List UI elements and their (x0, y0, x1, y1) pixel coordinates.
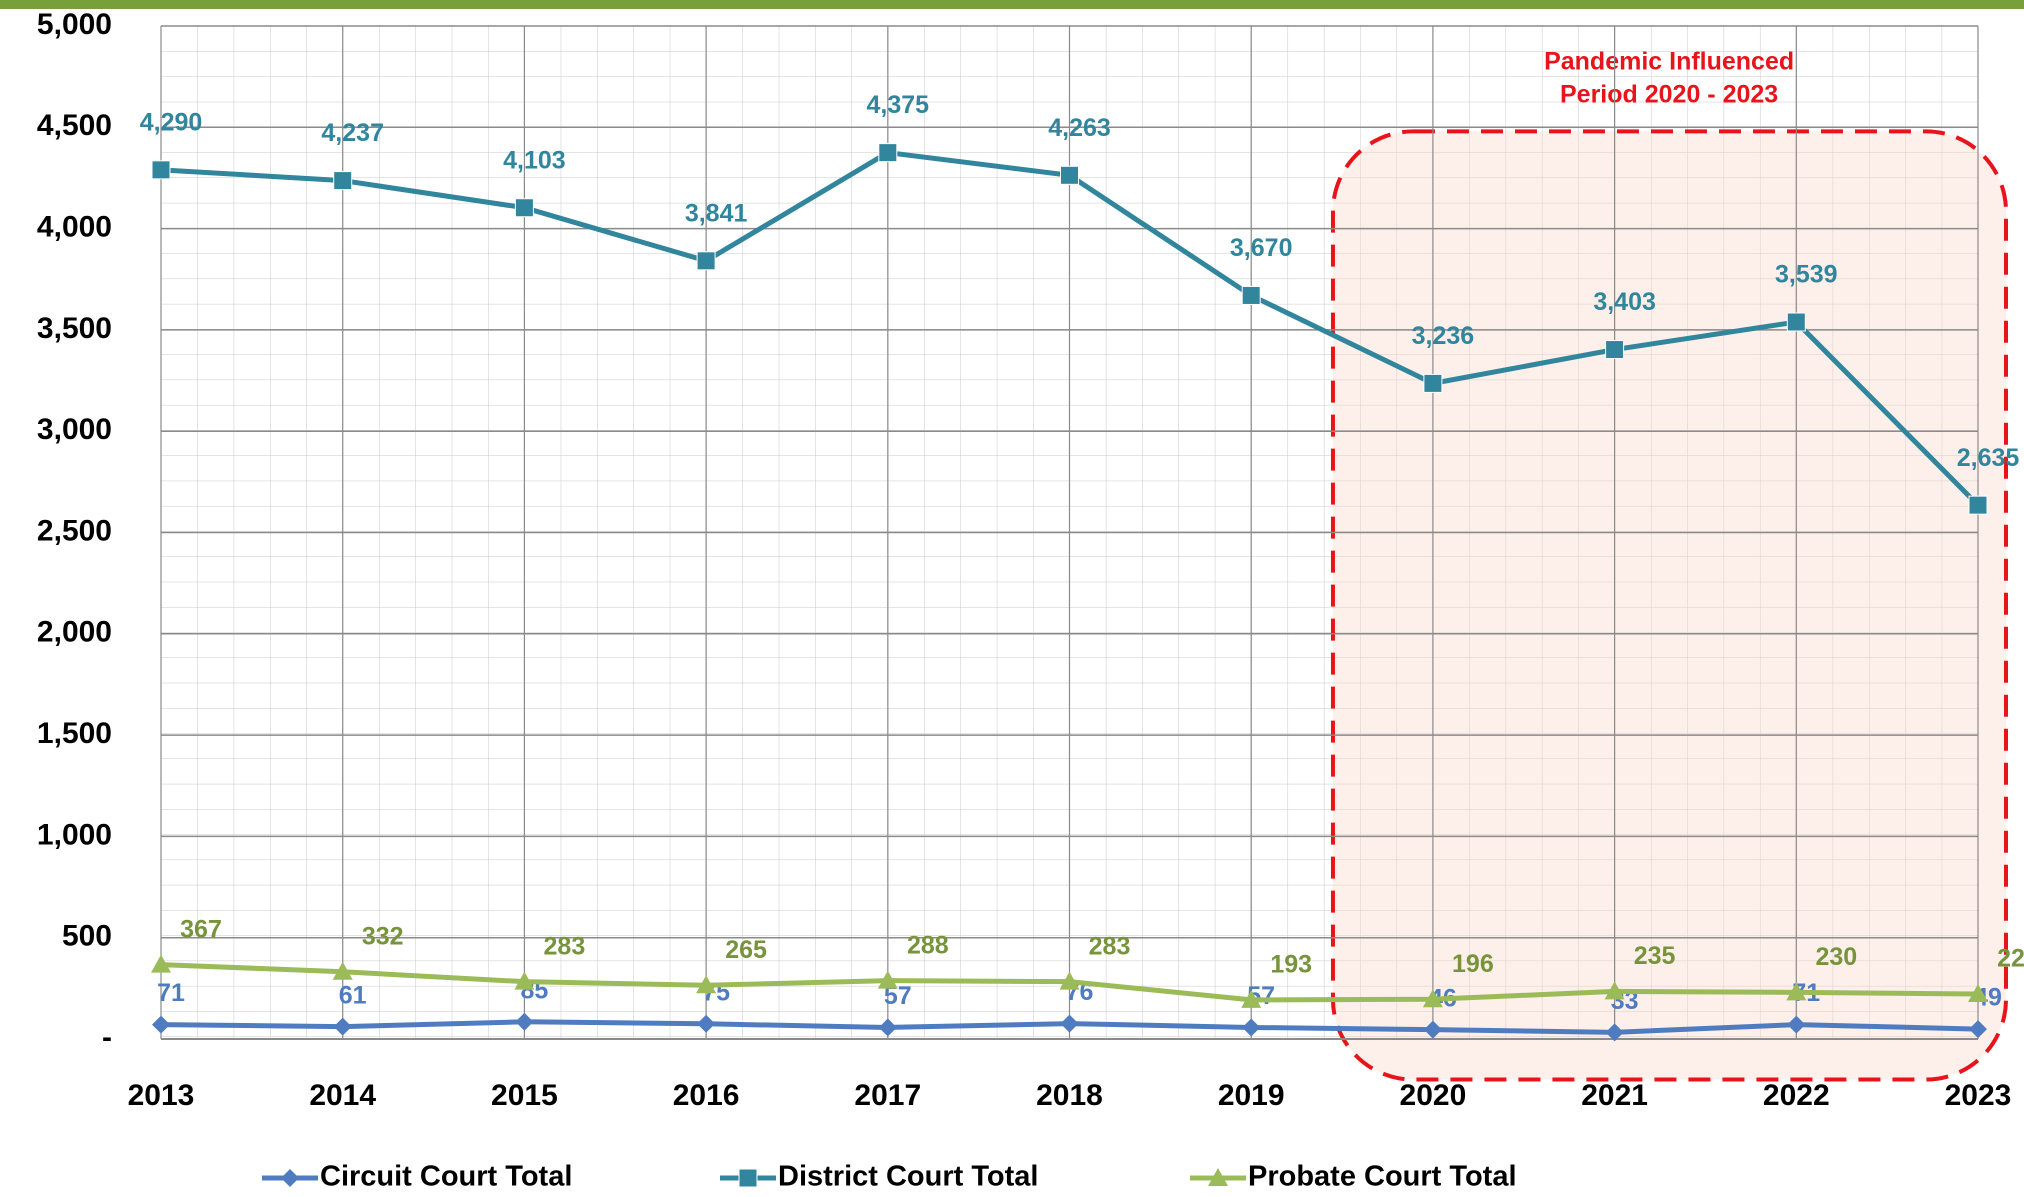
marker (878, 1018, 897, 1037)
y-tick-label: 2,500 (37, 514, 112, 547)
marker (1787, 1015, 1806, 1034)
legend-marker (281, 1169, 299, 1187)
y-tick-label: 500 (62, 920, 112, 953)
data-label: 193 (1270, 951, 1312, 979)
data-label: 265 (725, 936, 767, 964)
data-label: 230 (1815, 943, 1857, 971)
x-tick-label: 2018 (1036, 1079, 1103, 1112)
legend-label: District Court Total (778, 1161, 1038, 1193)
y-tick-label: - (102, 1021, 112, 1054)
y-tick-label: 4,000 (37, 211, 112, 244)
data-label: 288 (907, 931, 949, 959)
x-tick-label: 2016 (673, 1079, 740, 1112)
annotation: Period 2020 - 2023 (1560, 81, 1778, 109)
marker (1422, 989, 1443, 1008)
marker (1786, 312, 1806, 332)
x-tick-label: 2014 (309, 1079, 376, 1112)
legend-label: Probate Court Total (1248, 1161, 1517, 1193)
x-tick-label: 2023 (1945, 1079, 2012, 1112)
marker (696, 975, 717, 994)
legend-marker (738, 1168, 758, 1188)
marker (1241, 989, 1262, 1008)
marker (514, 198, 534, 218)
marker (332, 961, 353, 980)
data-label: 222 (1997, 945, 2024, 973)
marker (152, 1015, 170, 1034)
x-tick-label: 2017 (854, 1079, 921, 1112)
marker (1786, 982, 1807, 1001)
marker (1968, 984, 1988, 1003)
annotation: Pandemic Influenced (1544, 48, 1794, 76)
marker (1969, 1020, 1987, 1039)
marker (1423, 1020, 1442, 1039)
data-label: 3,236 (1412, 322, 1475, 350)
marker (1241, 285, 1261, 305)
marker (151, 160, 171, 180)
marker (515, 1012, 534, 1031)
marker (697, 1014, 716, 1033)
marker (1968, 495, 1988, 515)
marker (696, 251, 716, 271)
top-bar (0, 0, 2024, 9)
data-label: 367 (180, 915, 222, 943)
marker (1605, 340, 1625, 360)
marker (1423, 373, 1443, 393)
data-label: 283 (1089, 932, 1131, 960)
marker (1060, 165, 1079, 185)
marker (1060, 1014, 1079, 1033)
marker (151, 954, 171, 973)
legend-label: Circuit Court Total (320, 1161, 572, 1193)
marker (1605, 1023, 1624, 1042)
data-label: 4,103 (503, 146, 566, 174)
x-tick-label: 2019 (1218, 1079, 1285, 1112)
data-label: 3,403 (1593, 288, 1656, 316)
y-tick-label: 1,000 (37, 818, 112, 851)
x-tick-label: 2022 (1763, 1079, 1830, 1112)
data-label: 4,263 (1048, 114, 1111, 142)
x-tick-label: 2015 (491, 1079, 558, 1112)
data-label: 332 (362, 922, 404, 950)
data-label: 2,635 (1957, 444, 2020, 472)
data-label: 3,841 (685, 199, 748, 227)
y-tick-label: 5,000 (37, 8, 112, 41)
marker (1059, 971, 1080, 990)
marker (878, 143, 898, 163)
x-tick-label: 2020 (1400, 1079, 1467, 1112)
data-label: 235 (1634, 942, 1676, 970)
y-tick-label: 2,000 (37, 616, 112, 649)
data-label: 4,375 (867, 91, 930, 119)
marker (514, 971, 535, 990)
data-label: 4,237 (321, 119, 384, 147)
data-label: 3,670 (1230, 234, 1293, 262)
y-tick-label: 3,000 (37, 413, 112, 446)
data-label: 4,290 (140, 108, 203, 136)
marker (333, 1017, 352, 1036)
y-tick-label: 4,500 (37, 109, 112, 142)
data-label: 71 (157, 979, 185, 1007)
x-tick-label: 2013 (128, 1079, 195, 1112)
marker (1604, 981, 1625, 1000)
legend-marker (1208, 1168, 1228, 1186)
x-tick-label: 2021 (1581, 1079, 1648, 1112)
y-tick-label: 1,500 (37, 717, 112, 750)
data-label: 61 (339, 981, 367, 1009)
marker (877, 970, 898, 989)
marker (1242, 1018, 1261, 1037)
marker (333, 171, 353, 191)
data-label: 3,539 (1775, 261, 1838, 289)
y-tick-label: 3,500 (37, 312, 112, 345)
data-label: 283 (544, 932, 586, 960)
data-label: 196 (1452, 950, 1494, 978)
